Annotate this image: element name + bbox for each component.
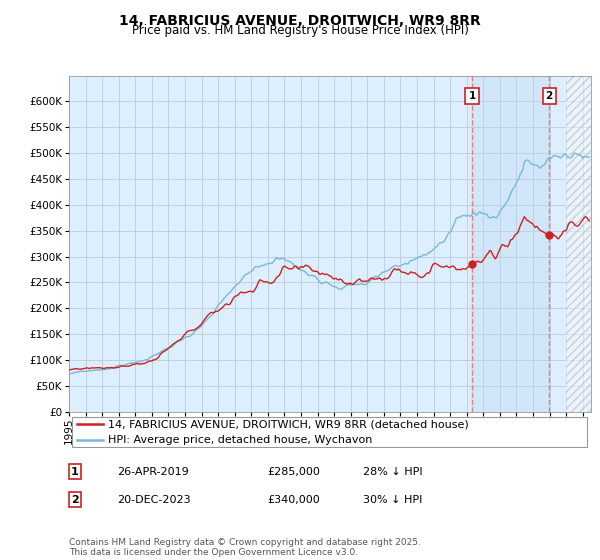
Text: 1: 1: [71, 466, 79, 477]
Text: 14, FABRICIUS AVENUE, DROITWICH, WR9 8RR (detached house): 14, FABRICIUS AVENUE, DROITWICH, WR9 8RR…: [108, 419, 469, 430]
Text: Contains HM Land Registry data © Crown copyright and database right 2025.
This d: Contains HM Land Registry data © Crown c…: [69, 538, 421, 557]
Text: 2: 2: [71, 494, 79, 505]
Text: £285,000: £285,000: [267, 466, 320, 477]
Text: 30% ↓ HPI: 30% ↓ HPI: [363, 494, 422, 505]
Text: 28% ↓ HPI: 28% ↓ HPI: [363, 466, 422, 477]
Text: 2: 2: [545, 91, 553, 101]
Bar: [566, 76, 591, 412]
FancyBboxPatch shape: [71, 417, 587, 447]
Text: 26-APR-2019: 26-APR-2019: [117, 466, 189, 477]
Text: 14, FABRICIUS AVENUE, DROITWICH, WR9 8RR: 14, FABRICIUS AVENUE, DROITWICH, WR9 8RR: [119, 14, 481, 28]
Bar: [472, 76, 549, 412]
Text: 1: 1: [469, 91, 476, 101]
Text: Price paid vs. HM Land Registry's House Price Index (HPI): Price paid vs. HM Land Registry's House …: [131, 24, 469, 36]
Bar: [566, 76, 591, 412]
Text: HPI: Average price, detached house, Wychavon: HPI: Average price, detached house, Wych…: [108, 435, 373, 445]
Text: £340,000: £340,000: [267, 494, 320, 505]
Text: 20-DEC-2023: 20-DEC-2023: [117, 494, 191, 505]
